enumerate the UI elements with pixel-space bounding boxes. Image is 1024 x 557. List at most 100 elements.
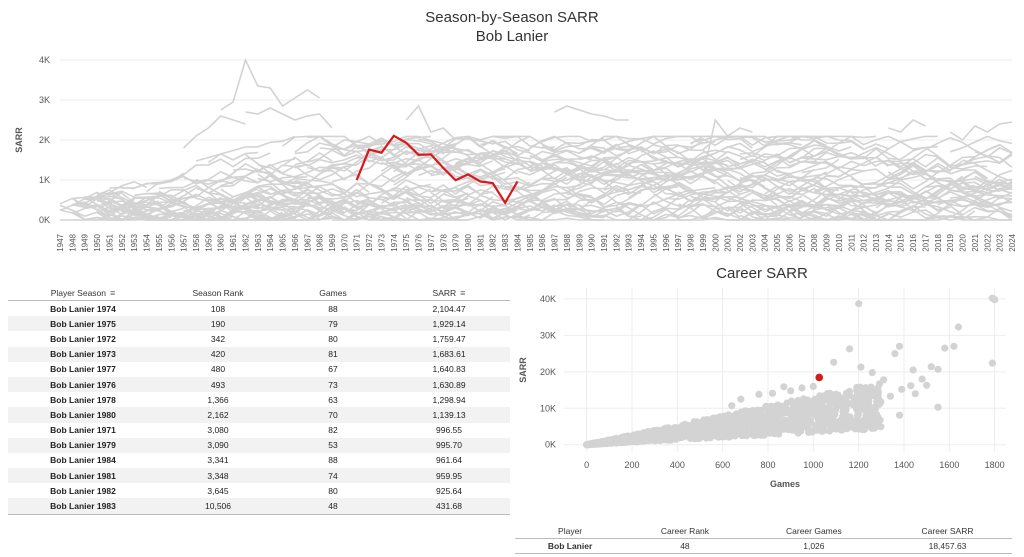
background-line [578, 150, 790, 187]
scatter-point [773, 402, 781, 410]
background-line [430, 184, 493, 196]
background-line [59, 196, 184, 214]
table-row[interactable]: Bob Lanier 1973 420 81 1,683.61 [8, 346, 510, 362]
x-tick-label: 0 [584, 460, 589, 470]
x-tick-label: 1947 [56, 233, 65, 251]
scatter-point [688, 428, 696, 436]
scatter-point [867, 407, 875, 415]
x-tick-label: 1981 [476, 233, 485, 251]
x-tick-label: 2003 [748, 233, 757, 251]
background-line [702, 139, 840, 168]
header-games[interactable]: Games [278, 285, 388, 301]
background-line [455, 147, 506, 166]
x-tick-label: 2020 [959, 233, 968, 251]
header-player[interactable]: Player [515, 524, 626, 539]
scatter-point [605, 437, 613, 445]
background-line [393, 146, 456, 186]
scatter-point [880, 376, 888, 384]
x-tick-label: 200 [624, 460, 639, 470]
table-row[interactable]: Bob Lanier 1980 2,162 70 1,139.13 [8, 407, 510, 423]
scatter-point [818, 401, 826, 409]
header-sarr[interactable]: SARR ≡ [388, 285, 510, 301]
background-line [937, 196, 1013, 208]
scatter-point [803, 411, 811, 419]
table-row[interactable]: Bob Lanier 1974 108 88 2,104.47 [8, 301, 510, 317]
scatter-point [745, 410, 753, 418]
x-tick-label: 2014 [884, 233, 893, 251]
background-line [789, 175, 963, 221]
x-tick-label: 1964 [266, 233, 275, 251]
cell-season-rank: 480 [210, 364, 226, 375]
cell-season-rank: 190 [158, 316, 278, 332]
scatter-point [796, 410, 805, 418]
scatter-point [705, 423, 713, 432]
table-row[interactable]: Bob Lanier 1975 190 79 1,929.14 [8, 316, 510, 332]
table-row[interactable]: Bob Lanier 1977 480 67 1,640.83 [8, 362, 510, 377]
table-row[interactable]: Bob Lanier 1981 3,348 74 959.95 [8, 468, 510, 484]
table-row[interactable]: Bob Lanier 1978 1,366 63 1,298.94 [8, 392, 510, 407]
x-tick-label: 2006 [785, 233, 794, 251]
cell-sarr: 1,139.13 [388, 407, 510, 423]
background-line [220, 167, 259, 187]
table-row[interactable]: Bob Lanier 1979 3,090 53 995.70 [8, 437, 510, 453]
scatter-point [755, 390, 763, 398]
table-row[interactable]: Bob Lanier 1984 3,341 88 961.64 [8, 453, 510, 468]
career-table-row: Bob Lanier 48 1,026 18,457.63 [515, 538, 1012, 554]
scatter-point [822, 408, 830, 416]
x-tick-label: 1950 [93, 233, 102, 251]
x-tick-label: 1998 [687, 233, 696, 251]
scatter-point [746, 426, 754, 435]
scatter-point [664, 436, 672, 444]
scatter-point [804, 420, 812, 428]
scatter-point [891, 350, 899, 358]
cell-season-rank: 3,645 [207, 485, 229, 496]
header-career-sarr[interactable]: Career SARR [883, 524, 1012, 539]
sort-descending-icon[interactable]: ≡ [110, 287, 116, 298]
scatter-point [934, 365, 942, 373]
header-player-season[interactable]: Player Season ≡ [8, 285, 158, 301]
scatter-point [819, 421, 827, 429]
x-tick-label: 2010 [835, 233, 844, 251]
scatter-point [875, 400, 883, 408]
x-tick-label: 1955 [155, 233, 164, 251]
table-row[interactable]: Bob Lanier 1971 3,080 82 996.55 [8, 423, 510, 438]
scatter-point [855, 300, 863, 308]
career-table: Player Career Rank Career Games Career S… [515, 524, 1012, 554]
cell-player-season: Bob Lanier 1980 [8, 407, 158, 423]
background-line [764, 135, 938, 171]
background-line [937, 197, 1013, 216]
table-row[interactable]: Bob Lanier 1982 3,645 80 925.64 [8, 483, 510, 498]
scatter-point [907, 382, 915, 390]
x-tick-label: 2000 [711, 233, 720, 251]
background-line [430, 201, 629, 221]
scatter-point [954, 323, 962, 331]
scatter-point [779, 425, 787, 433]
x-tick-label: 1980 [464, 233, 473, 251]
background-line [801, 214, 938, 221]
x-tick-label: 1400 [894, 460, 914, 470]
header-career-games[interactable]: Career Games [744, 524, 884, 539]
y-tick-label: 0K [39, 215, 50, 225]
scatter-point [809, 382, 817, 390]
y-tick-label: 0K [545, 440, 556, 450]
table-row[interactable]: Bob Lanier 1976 493 73 1,630.89 [8, 376, 510, 393]
cell-season-rank: 342 [210, 333, 226, 344]
background-line [418, 137, 605, 161]
x-tick-label: 1968 [316, 233, 325, 251]
table-row[interactable]: Bob Lanier 1972 342 80 1,759.47 [8, 331, 510, 346]
table-row[interactable]: Bob Lanier 1983 10,506 48 431.68 [8, 498, 510, 515]
scatter-point [868, 369, 876, 377]
sort-descending-icon[interactable]: ≡ [460, 287, 466, 298]
x-tick-label: 1993 [625, 233, 634, 251]
cell-sarr: 1,640.83 [432, 364, 466, 375]
header-season-rank[interactable]: Season Rank [158, 285, 278, 301]
header-career-rank[interactable]: Career Rank [625, 524, 745, 539]
x-tick-label: 1990 [588, 233, 597, 251]
career-sarr-scatter-chart[interactable]: 0K 10K 20K 30K 40K 0 200 400 600 800 1000 1200 1400 1… [512, 282, 1012, 492]
x-tick-label: 1965 [279, 233, 288, 251]
scatter-point [941, 344, 949, 352]
background-line [257, 183, 419, 202]
scatter-point [787, 411, 795, 419]
scatter-point [857, 363, 865, 371]
